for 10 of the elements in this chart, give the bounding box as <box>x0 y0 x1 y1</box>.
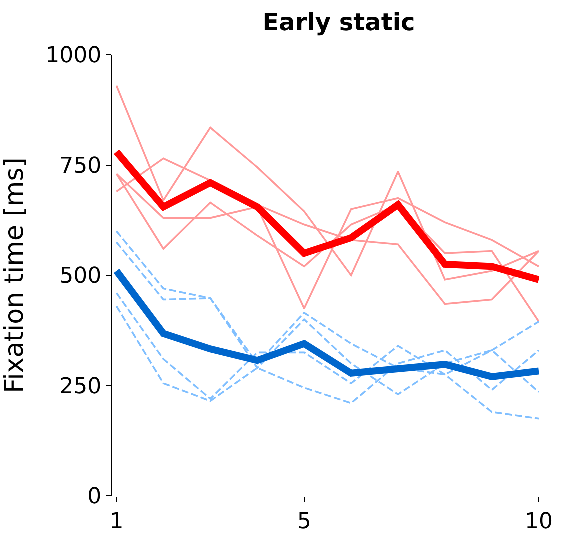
y-tick-label: 250 <box>60 374 102 400</box>
y-tick-label: 0 <box>88 484 102 510</box>
y-tick-label: 1000 <box>46 44 102 69</box>
y-tick-label: 750 <box>60 154 102 179</box>
x-tick-label: 10 <box>525 509 553 534</box>
x-tick-label: 5 <box>297 509 312 534</box>
y-axis-title: Fixation time [ms] <box>0 158 30 394</box>
chart-title: Early static <box>262 8 416 36</box>
x-tick-label: 1 <box>110 509 124 534</box>
y-tick-label: 500 <box>60 264 102 290</box>
